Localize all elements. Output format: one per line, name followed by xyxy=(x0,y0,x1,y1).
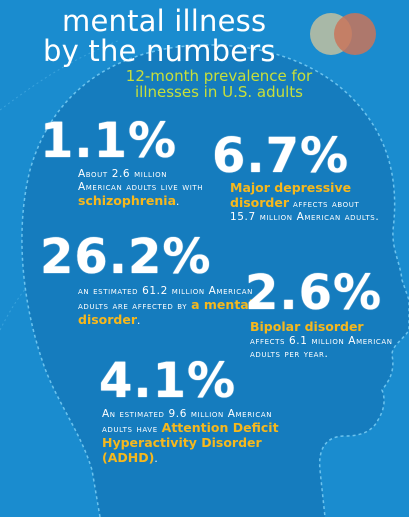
decor-line xyxy=(0,39,121,111)
desc-highlight: a mental disorder xyxy=(78,297,254,327)
stat-description-bipolar: Bipolar disorder affects 6.1 million Ame… xyxy=(250,320,400,361)
stat-value-adhd: 4.1% xyxy=(99,353,237,409)
desc-highlight: schizophrenia xyxy=(78,193,177,208)
page-title-line2: by the numbers xyxy=(43,34,276,68)
stat-description-depression: Major depressive disorder affects about … xyxy=(230,181,380,224)
page-subtitle: 12-month prevalence for illnesses in U.S… xyxy=(125,67,313,101)
stat-description-mental-disorder: an estimated 61.2 million American adult… xyxy=(78,285,253,328)
head-outline xyxy=(21,44,409,517)
desc-text: An estimated 9.6 million American adults… xyxy=(102,408,273,435)
desc-highlight: Major depressive disorder xyxy=(230,180,352,210)
desc-text: affects 6.1 million American adults per … xyxy=(250,335,393,360)
stat-value-schizophrenia: 1.1% xyxy=(40,113,178,169)
desc-text: affects about 15.7 million American adul… xyxy=(230,198,380,223)
desc-text: . xyxy=(154,453,159,465)
page-title-line1: mental illness xyxy=(62,4,267,38)
head-shape xyxy=(21,45,409,517)
desc-text: . xyxy=(137,315,141,327)
stat-description-adhd: An estimated 9.6 million American adults… xyxy=(102,408,297,466)
stat-description-schizophrenia: About 2.6 million American adults live w… xyxy=(78,168,208,209)
desc-text: About 2.6 million American adults live w… xyxy=(78,168,204,193)
logo-circle-right xyxy=(334,13,376,55)
desc-highlight: Attention Deficit Hyperactivity Disorder… xyxy=(102,420,279,465)
stat-value-bipolar: 2.6% xyxy=(245,265,383,321)
desc-text: an estimated 61.2 million American adult… xyxy=(78,285,253,312)
desc-text: . xyxy=(176,196,180,208)
stat-value-mental-disorder: 26.2% xyxy=(40,229,212,285)
stat-value-depression: 6.7% xyxy=(212,128,350,184)
desc-highlight: Bipolar disorder xyxy=(250,319,364,334)
